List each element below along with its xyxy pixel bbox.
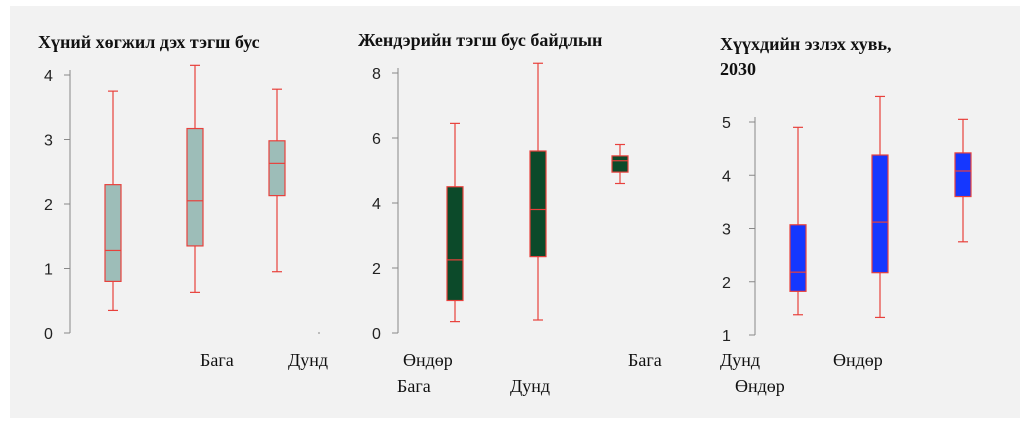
y-tick-label: 4	[722, 168, 731, 185]
y-tick-label: 3	[722, 222, 731, 239]
chart-3-category-label: Дунд	[720, 350, 760, 370]
chart-3-title: Хүүхдийн эзлэх хувь,	[720, 34, 891, 54]
box	[871, 154, 889, 274]
y-tick-label: 2	[44, 197, 53, 214]
chart-1-title: Хүний хөгжил дэх тэгш бус	[38, 32, 260, 52]
box	[529, 150, 547, 258]
y-tick-label: 6	[372, 131, 381, 148]
y-tick-label: 0	[44, 326, 53, 343]
y-tick-label: 0	[372, 326, 381, 343]
y-tick-label: 8	[372, 66, 381, 83]
y-tick-label: 3	[44, 133, 53, 150]
chart-2-category-label: Дунд	[510, 376, 550, 396]
box	[446, 186, 464, 302]
y-tick-label: 4	[44, 68, 53, 85]
chart-3-category-label: Өндөр	[735, 376, 785, 396]
box	[186, 127, 204, 247]
chart-1-category-label: Дунд	[288, 350, 328, 370]
box	[789, 224, 807, 292]
chart-1-category-label: Өндөр	[403, 350, 453, 370]
y-tick-label: 1	[44, 262, 53, 279]
figure-background	[10, 6, 1020, 418]
y-tick-label: 2	[722, 275, 731, 292]
y-tick-label: 5	[722, 115, 731, 132]
box	[611, 155, 629, 173]
chart-2-category-label: Бага	[397, 376, 431, 396]
y-tick-label: 2	[372, 261, 381, 278]
chart-3-category-label: Өндөр	[833, 350, 883, 370]
chart-1-category-label: Бага	[200, 350, 234, 370]
y-tick-label: 1	[722, 328, 731, 345]
chart-2-title: Жендэрийн тэгш бус байдлын	[358, 30, 602, 50]
chart-2-category-label: Бага	[628, 350, 662, 370]
y-tick-label: 4	[372, 196, 381, 213]
box	[954, 152, 972, 198]
box	[268, 140, 286, 197]
chart-3-subtitle: 2030	[720, 59, 756, 79]
box	[104, 184, 122, 282]
